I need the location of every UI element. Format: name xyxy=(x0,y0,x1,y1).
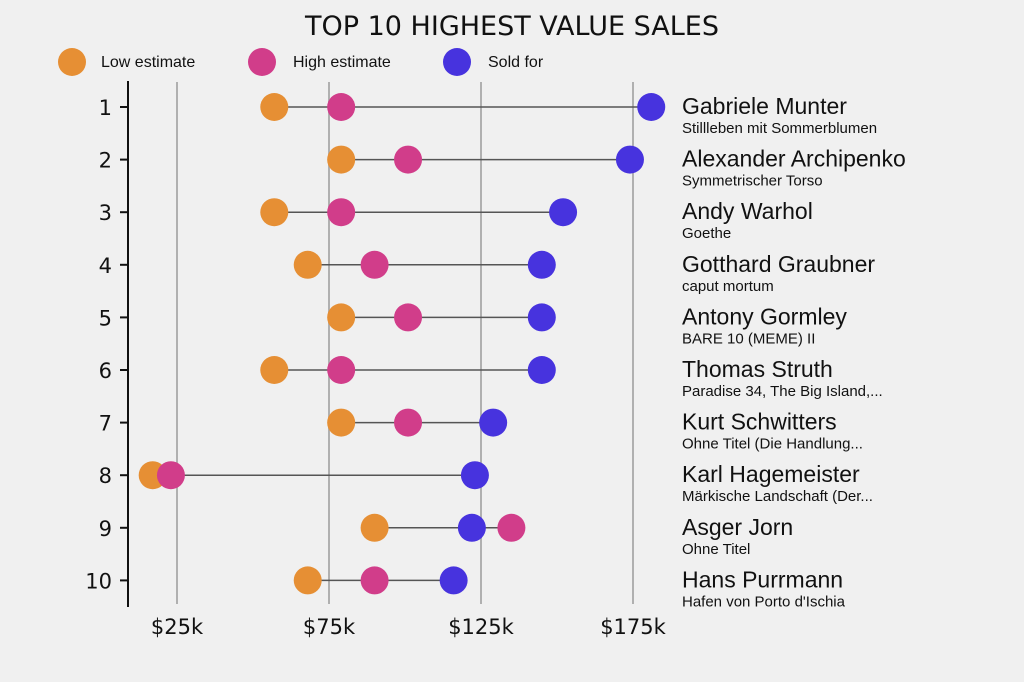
low-estimate-dot xyxy=(327,408,356,437)
low-estimate-dot xyxy=(327,145,356,174)
high-estimate-dot xyxy=(394,303,423,332)
high-estimate-dot xyxy=(327,198,356,227)
chart-title: TOP 10 HIGHEST VALUE SALES xyxy=(304,11,719,42)
artist-name: Andy Warhol xyxy=(682,198,813,224)
low-estimate-dot xyxy=(360,513,389,542)
legend-marker-low xyxy=(58,48,86,76)
legend: Low estimate High estimate Sold for xyxy=(58,48,544,76)
low-estimate-dot xyxy=(327,303,356,332)
artwork-title: Ohne Titel (Die Handlung... xyxy=(682,436,863,453)
y-tick-label: 5 xyxy=(99,306,112,330)
artwork-title: Symmetrischer Torso xyxy=(682,173,823,190)
y-tick-label: 10 xyxy=(85,569,112,593)
artist-name: Antony Gormley xyxy=(682,303,847,329)
artist-name: Kurt Schwitters xyxy=(682,409,837,435)
sold-for-dot xyxy=(637,93,666,121)
high-estimate-dot xyxy=(156,461,185,490)
y-tick-label: 2 xyxy=(99,149,112,173)
sold-for-dot xyxy=(479,408,508,437)
low-estimate-dot xyxy=(260,198,289,227)
y-tick-label: 1 xyxy=(99,96,112,120)
x-tick-label: $175k xyxy=(600,615,666,639)
artwork-title: BARE 10 (MEME) II xyxy=(682,330,815,347)
x-tick-label: $25k xyxy=(151,615,204,639)
artwork-title: Märkische Landschaft (Der... xyxy=(682,488,873,505)
artwork-title: Hafen von Porto d'Ischia xyxy=(682,593,846,610)
legend-marker-high xyxy=(248,48,276,76)
high-estimate-dot xyxy=(497,513,526,542)
artist-name: Asger Jorn xyxy=(682,514,793,540)
artist-name: Gabriele Munter xyxy=(682,93,847,119)
low-estimate-dot xyxy=(293,566,322,595)
y-tick-label: 7 xyxy=(99,412,112,436)
y-tick-label: 6 xyxy=(99,359,112,383)
legend-label-low: Low estimate xyxy=(101,54,195,71)
sold-for-dot xyxy=(527,303,556,332)
high-estimate-dot xyxy=(394,408,423,437)
sold-for-dot xyxy=(439,566,468,595)
artist-name: Hans Purrmann xyxy=(682,566,843,592)
artist-name: Gotthard Graubner xyxy=(682,251,875,277)
artwork-title: Ohne Titel xyxy=(682,541,750,558)
legend-label-sold: Sold for xyxy=(488,54,544,71)
y-tick-label: 4 xyxy=(99,254,112,278)
artwork-title: caput mortum xyxy=(682,278,774,295)
legend-item-sold[interactable]: Sold for xyxy=(443,48,544,76)
sold-for-dot xyxy=(527,356,556,384)
low-estimate-dot xyxy=(293,250,322,279)
low-estimate-dot xyxy=(260,356,289,384)
sold-for-dot xyxy=(460,461,489,490)
artwork-title: Paradise 34, The Big Island,... xyxy=(682,383,883,400)
sold-for-dot xyxy=(527,250,556,279)
low-estimate-dot xyxy=(260,93,289,121)
x-tick-label: $125k xyxy=(448,615,514,639)
high-estimate-dot xyxy=(394,145,423,174)
high-estimate-dot xyxy=(327,93,356,121)
legend-item-high[interactable]: High estimate xyxy=(248,48,391,76)
y-tick-label: 9 xyxy=(99,517,112,541)
high-estimate-dot xyxy=(327,356,356,384)
artist-name: Alexander Archipenko xyxy=(682,146,906,172)
y-axis-ticks: 1 2 3 4 5 6 7 8 9 10 xyxy=(85,96,128,593)
high-estimate-dot xyxy=(360,250,389,279)
y-tick-label: 3 xyxy=(99,201,112,225)
y-tick-label: 8 xyxy=(99,464,112,488)
x-tick-label: $75k xyxy=(303,615,356,639)
high-estimate-dot xyxy=(360,566,389,595)
artist-name: Thomas Struth xyxy=(682,356,833,382)
artwork-title: Goethe xyxy=(682,225,731,242)
artwork-title: Stillleben mit Sommerblumen xyxy=(682,120,877,137)
artist-name: Karl Hagemeister xyxy=(682,461,860,487)
sold-for-dot xyxy=(549,198,578,227)
legend-item-low[interactable]: Low estimate xyxy=(58,48,195,76)
legend-marker-sold xyxy=(443,48,471,76)
sold-for-dot xyxy=(457,513,486,542)
x-axis-tick-labels: $25k $75k $125k $175k xyxy=(151,615,667,639)
sold-for-dot xyxy=(615,145,644,174)
legend-label-high: High estimate xyxy=(293,54,391,71)
